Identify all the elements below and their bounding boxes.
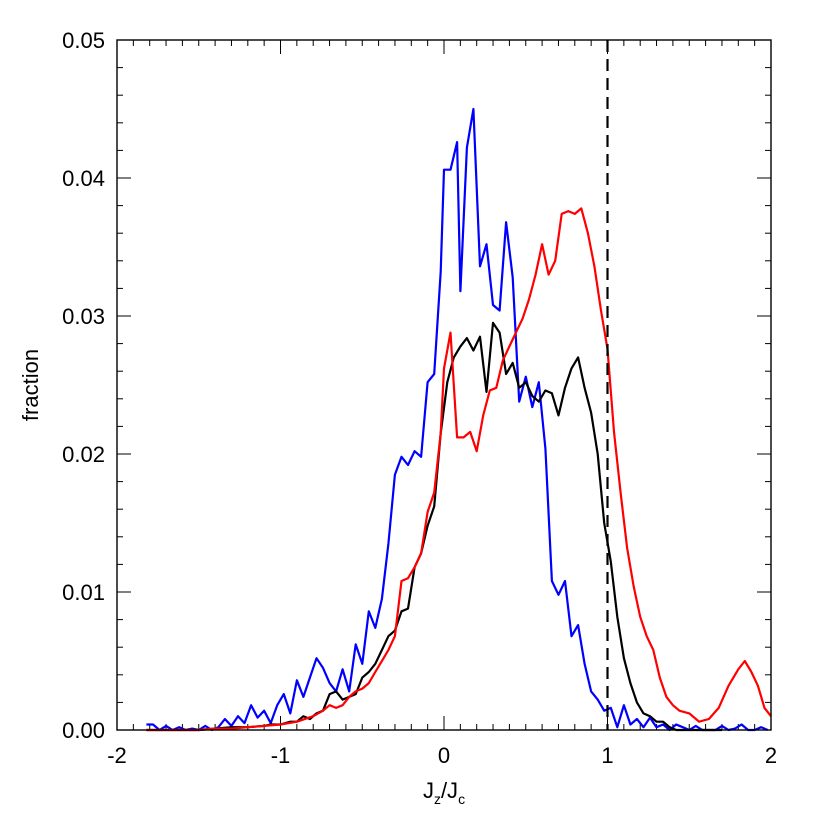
- x-tick-label: 1: [601, 743, 613, 768]
- y-tick-labels: 0.00 0.01 0.02 0.03 0.04 0.05: [62, 28, 105, 743]
- series-line-2: [146, 207, 772, 732]
- series-layer: [146, 107, 772, 732]
- x-tick-label: -1: [271, 743, 291, 768]
- series-line-1: [146, 321, 722, 732]
- y-tick-label: 0.04: [62, 166, 105, 191]
- x-axis-label: Jz/Jc: [423, 778, 465, 807]
- x-axis-label-sub1: z: [434, 791, 441, 807]
- x-axis-label-sub2: c: [458, 791, 465, 807]
- x-axis-label-slash: /J: [441, 778, 458, 803]
- y-tick-label: 0.05: [62, 28, 105, 53]
- x-tick-labels: -2 -1 0 1 2: [107, 743, 777, 768]
- y-axis-label: fraction: [18, 349, 43, 421]
- x-tick-label: 2: [765, 743, 777, 768]
- y-tick-label: 0.02: [62, 442, 105, 467]
- y-tick-label: 0.01: [62, 580, 105, 605]
- plot-frame: [116, 39, 772, 731]
- y-tick-label: 0.03: [62, 304, 105, 329]
- x-tick-label: -2: [107, 743, 127, 768]
- series-line-0: [146, 107, 769, 732]
- y-tick-label: 0.00: [62, 718, 105, 743]
- x-tick-label: 0: [438, 743, 450, 768]
- x-axis-label-main: J: [423, 778, 434, 803]
